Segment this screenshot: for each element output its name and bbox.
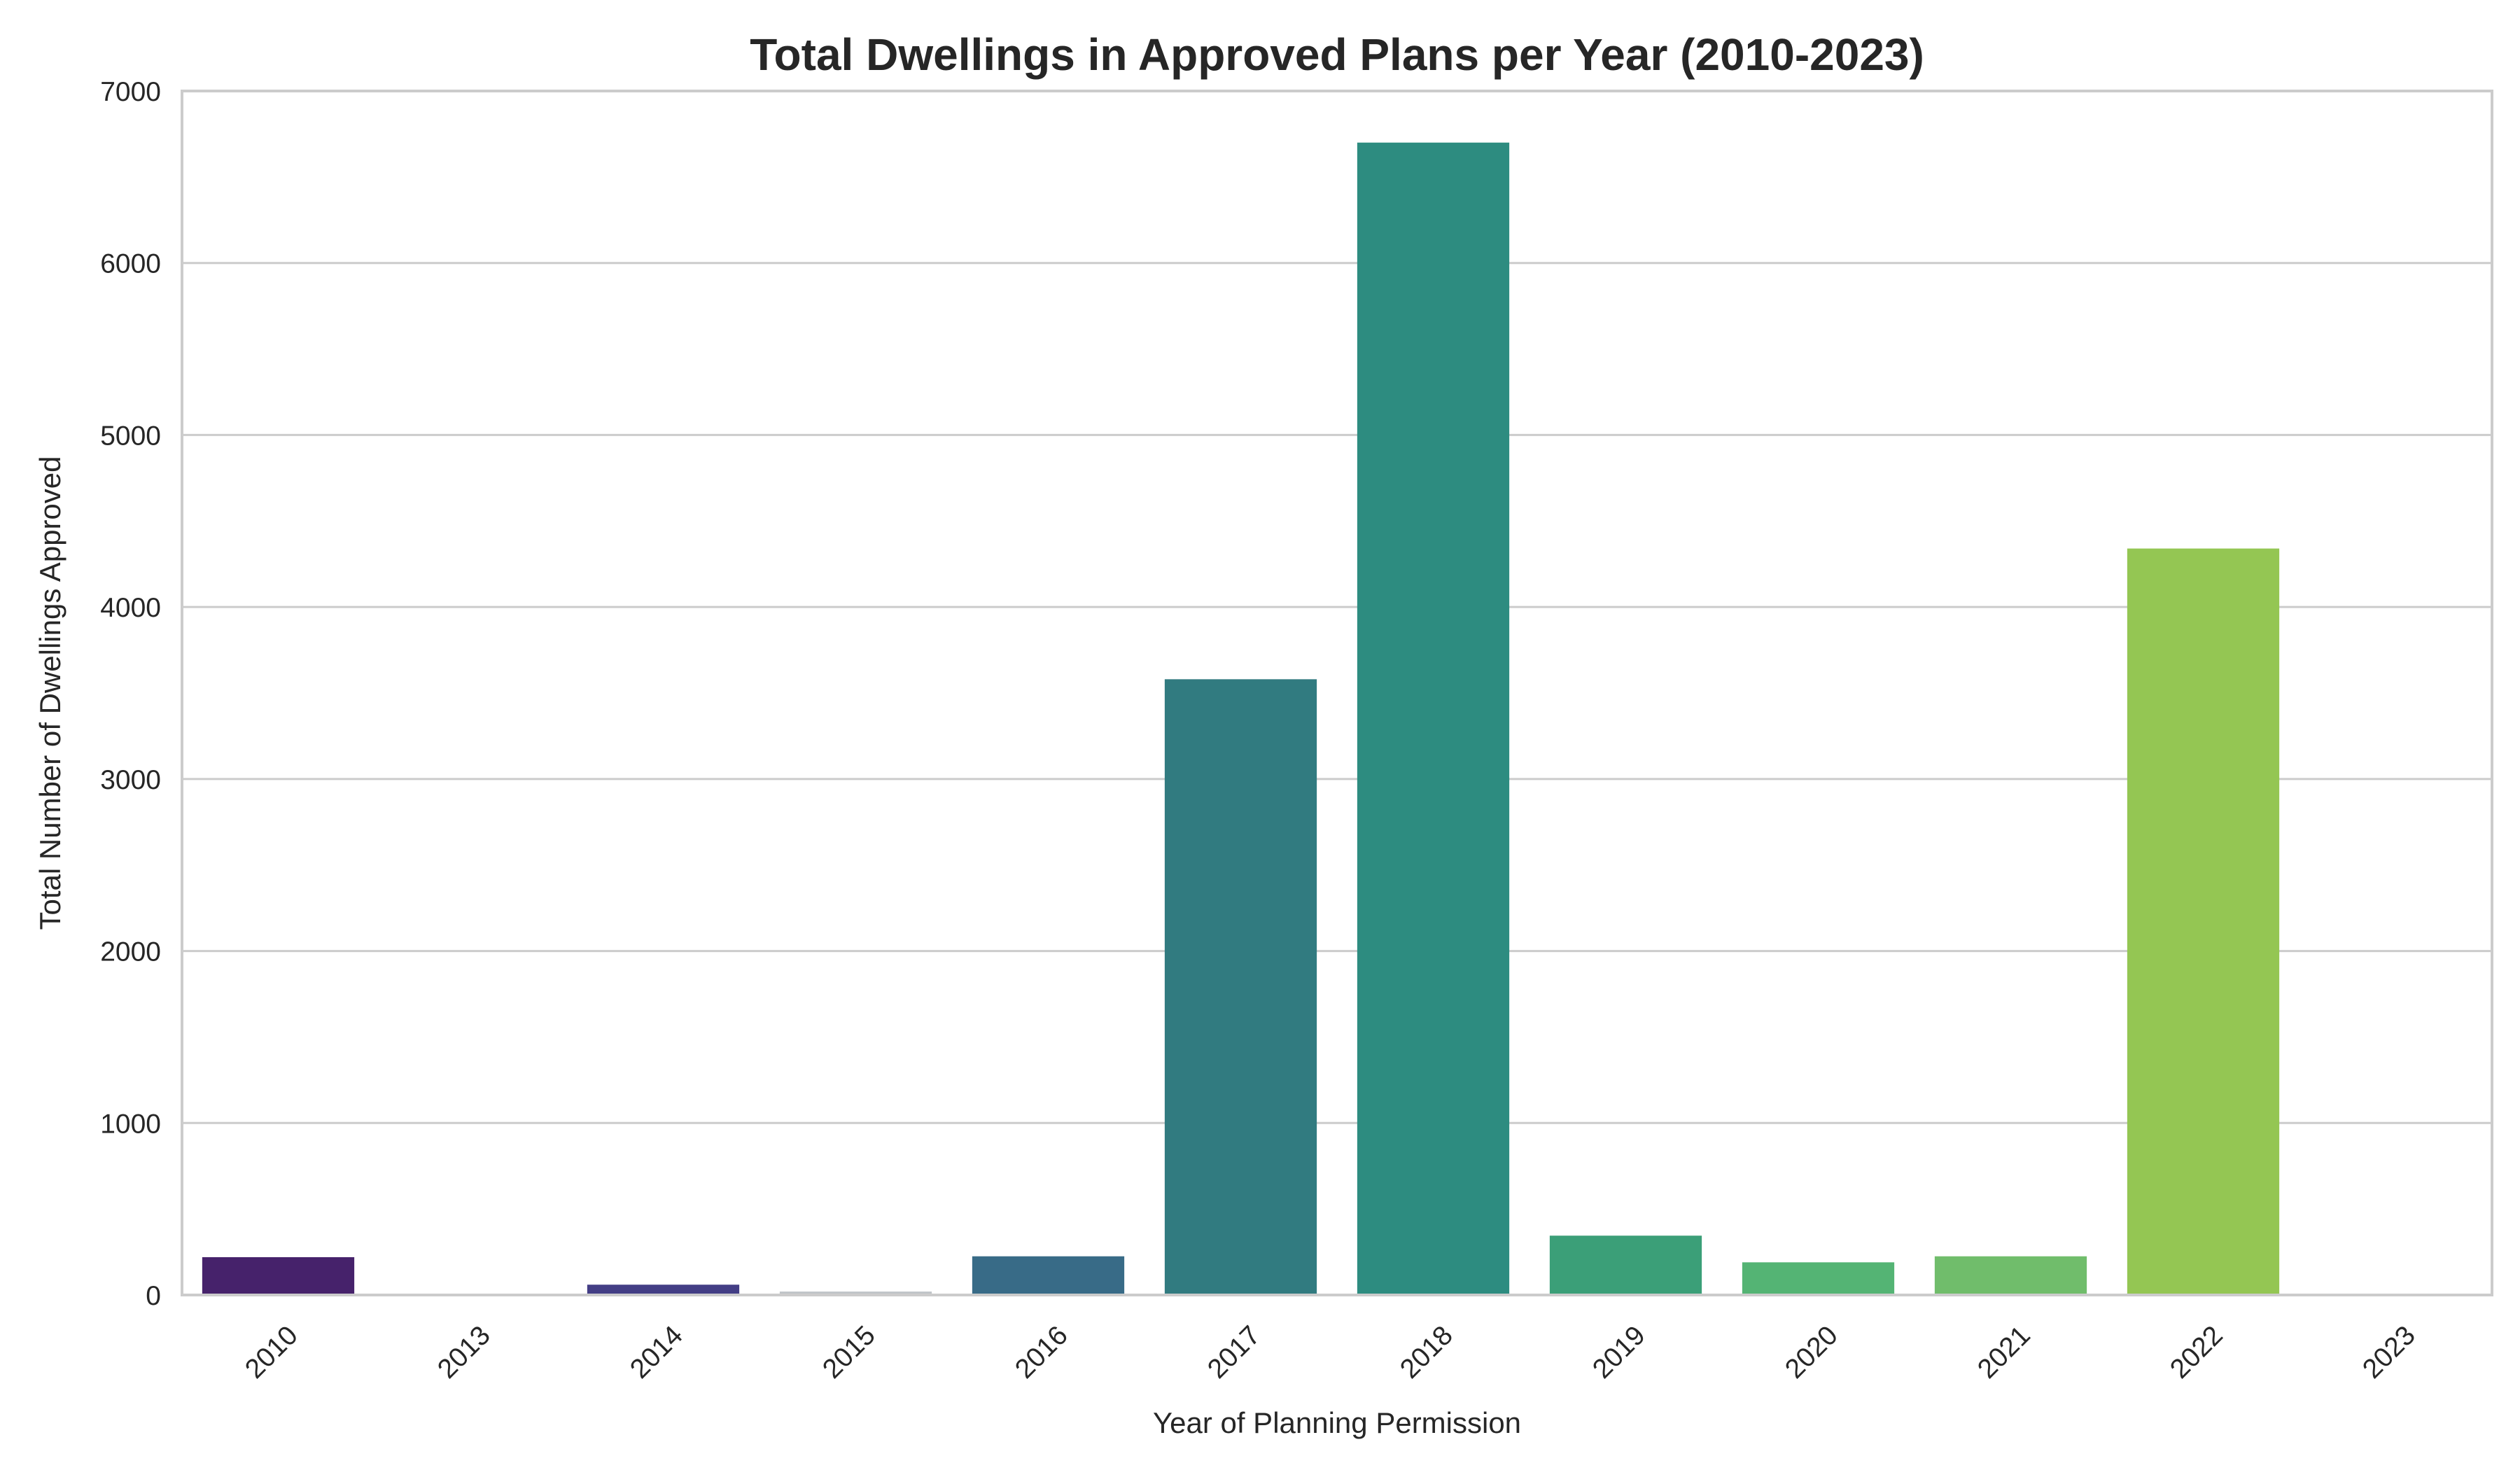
bar-2019 bbox=[1549, 1236, 1702, 1295]
plot-frame bbox=[181, 90, 2493, 1296]
x-tick-label: 2019 bbox=[1587, 1320, 1651, 1385]
y-tick-label: 1000 bbox=[100, 1109, 161, 1139]
y-gridlines bbox=[182, 90, 2492, 1296]
x-tick-label: 2014 bbox=[624, 1320, 689, 1385]
y-tick-label: 6000 bbox=[100, 249, 161, 279]
bar-2010 bbox=[202, 1256, 355, 1295]
y-tick-label: 0 bbox=[146, 1281, 161, 1311]
bars bbox=[202, 142, 2472, 1296]
x-tick-label: 2010 bbox=[239, 1320, 304, 1385]
y-tick-labels: 0 1000 2000 3000 4000 5000 6000 7000 bbox=[100, 77, 161, 1311]
bar-2017 bbox=[1164, 679, 1317, 1295]
x-tick-label: 2021 bbox=[1972, 1320, 2036, 1385]
y-axis-label: Total Number of Dwellings Approved bbox=[34, 456, 66, 930]
bar-2015 bbox=[779, 1292, 932, 1295]
x-tick-label: 2015 bbox=[817, 1320, 881, 1385]
y-tick-label: 7000 bbox=[100, 77, 161, 107]
x-tick-label: 2020 bbox=[1779, 1320, 1844, 1385]
bar-2020 bbox=[1742, 1262, 1895, 1295]
bar-2022 bbox=[2127, 548, 2280, 1295]
x-tick-label: 2017 bbox=[1202, 1320, 1266, 1385]
x-tick-label: 2018 bbox=[1394, 1320, 1459, 1385]
bar-2014 bbox=[587, 1284, 740, 1295]
x-tick-label: 2013 bbox=[432, 1320, 496, 1385]
x-tick-label: 2023 bbox=[2357, 1320, 2421, 1385]
x-tick-label: 2022 bbox=[2164, 1320, 2229, 1385]
chart-title: Total Dwellings in Approved Plans per Ye… bbox=[750, 29, 1924, 80]
y-tick-label: 3000 bbox=[100, 765, 161, 795]
bar-2018 bbox=[1357, 142, 1510, 1296]
y-tick-label: 5000 bbox=[100, 421, 161, 451]
x-tick-label: 2016 bbox=[1009, 1320, 1074, 1385]
y-tick-label: 2000 bbox=[100, 937, 161, 967]
x-axis-label: Year of Planning Permission bbox=[1153, 1406, 1521, 1439]
x-tick-labels: 2010 2013 2014 2015 2016 2017 2018 2019 2020 2021… bbox=[239, 1320, 2421, 1385]
bar-2016 bbox=[972, 1256, 1125, 1295]
bar-2021 bbox=[1934, 1256, 2087, 1295]
y-tick-label: 4000 bbox=[100, 593, 161, 623]
